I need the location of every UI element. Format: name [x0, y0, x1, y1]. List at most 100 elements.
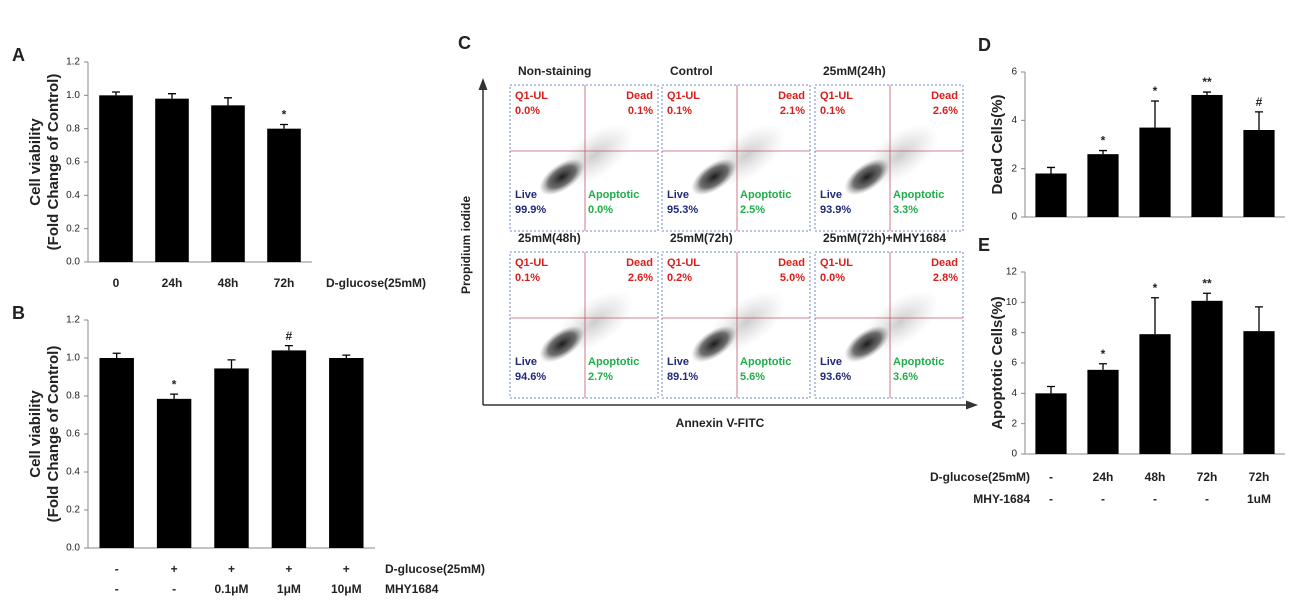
panel-label: C — [458, 33, 471, 53]
quadrant-percent: 5.6% — [740, 371, 765, 383]
error-bar — [1203, 91, 1211, 95]
quadrant-name: Apoptotic — [893, 356, 944, 368]
x-tick-label: + — [285, 562, 292, 576]
x-tick-label: + — [343, 562, 350, 576]
quadrant-percent: 95.3% — [667, 204, 698, 216]
plot-title: Non-staining — [518, 64, 591, 78]
quadrant-percent: 89.1% — [667, 371, 698, 383]
bar — [1139, 127, 1171, 217]
bar — [99, 358, 134, 548]
plot-title: 25mM(48h) — [518, 231, 581, 245]
bar — [214, 368, 249, 548]
bar — [1087, 154, 1119, 217]
plot-frame — [509, 251, 659, 399]
quadrant-name: Apoptotic — [740, 189, 791, 201]
x-tick-label: - — [1101, 492, 1105, 506]
y-tick-label: 10 — [1006, 297, 1018, 308]
row-label: D-glucose(25mM) — [385, 562, 485, 576]
y-axis-label: Apoptotic Cells(%) — [989, 296, 1006, 429]
y-axis-label: Dead Cells(%) — [989, 94, 1006, 194]
y-tick-label: 0 — [1011, 212, 1017, 223]
quadrant-name: Q1-UL — [667, 90, 700, 102]
quadrant-name: Apoptotic — [893, 189, 944, 201]
error-bar — [1099, 363, 1107, 370]
quadrant-name: Dead — [931, 90, 958, 102]
quadrant-name: Apoptotic — [588, 356, 639, 368]
y-tick-label: 0.2 — [66, 505, 80, 516]
y-tick-label: 0.6 — [66, 157, 80, 168]
bar — [1087, 369, 1119, 454]
y-tick-label: 6 — [1011, 67, 1017, 78]
y-tick-label: 4 — [1011, 115, 1017, 126]
error-bar — [1203, 292, 1211, 301]
quadrant-name: Apoptotic — [588, 189, 639, 201]
x-tick-label: - — [1049, 492, 1053, 506]
x-tick-label: + — [171, 562, 178, 576]
quadrant-name: Q1-UL — [515, 90, 548, 102]
significance-mark: # — [286, 329, 293, 343]
error-bar — [170, 393, 179, 399]
error-bar — [280, 123, 288, 129]
bar — [1035, 173, 1067, 217]
significance-mark: * — [1101, 347, 1106, 361]
quadrant-percent: 2.6% — [628, 272, 653, 284]
y-tick-label: 0.0 — [66, 543, 80, 554]
quadrant-percent: 0.1% — [628, 105, 653, 117]
x-tick-label: - — [1153, 492, 1157, 506]
quadrant-percent: 0.0% — [588, 204, 613, 216]
significance-mark: * — [1101, 134, 1106, 148]
quadrant-name: Q1-UL — [667, 257, 700, 269]
plot-title: Control — [670, 64, 713, 78]
y-tick-label: 4 — [1011, 388, 1017, 399]
error-bar — [112, 352, 121, 358]
quadrant-name: Dead — [778, 90, 805, 102]
significance-mark: * — [1153, 84, 1158, 98]
x-tick-label: 72h — [1197, 470, 1218, 484]
panel-label: E — [978, 235, 990, 255]
row-label: D-glucose(25mM) — [326, 276, 426, 290]
quadrant-percent: 2.1% — [780, 105, 805, 117]
y-tick-label: 0.4 — [66, 190, 80, 201]
error-bar — [227, 359, 236, 369]
error-bar — [284, 345, 293, 351]
x-tick-label: - — [115, 562, 119, 576]
quadrant-percent: 99.9% — [515, 204, 546, 216]
event-cluster — [844, 158, 890, 196]
significance-mark: * — [282, 108, 287, 122]
quadrant-name: Apoptotic — [740, 356, 791, 368]
quadrant-percent: 0.2% — [667, 272, 692, 284]
x-tick-label: 72h — [274, 276, 295, 290]
quadrant-name: Live — [820, 356, 842, 368]
significance-mark: ** — [1202, 276, 1212, 290]
row-label: D-glucose(25mM) — [930, 470, 1030, 484]
quadrant-percent: 0.1% — [515, 272, 540, 284]
bar — [1035, 393, 1067, 454]
y-tick-label: 6 — [1011, 358, 1017, 369]
y-tick-label: 0.8 — [66, 123, 80, 134]
x-tick-label: 48h — [1145, 470, 1166, 484]
y-axis-label: (Fold Change of Control) — [45, 346, 62, 523]
bar — [271, 350, 307, 548]
y-tick-label: 2 — [1011, 418, 1017, 429]
quadrant-name: Dead — [626, 257, 653, 269]
quadrant-percent: 2.5% — [740, 204, 765, 216]
quadrant-percent: 3.6% — [893, 371, 918, 383]
y-tick-label: 0 — [1011, 449, 1017, 460]
significance-mark: # — [1256, 95, 1263, 109]
error-bar — [112, 91, 120, 96]
quadrant-percent: 0.1% — [667, 105, 692, 117]
significance-mark: * — [1153, 281, 1158, 295]
y-tick-label: 0.4 — [66, 467, 80, 478]
error-bar — [1255, 306, 1263, 332]
quadrant-name: Live — [820, 189, 842, 201]
flow-x-label: Annexin V-FITC — [676, 416, 765, 430]
quadrant-percent: 93.9% — [820, 204, 851, 216]
quadrant-percent: 0.0% — [820, 272, 845, 284]
y-tick-label: 1.0 — [66, 353, 80, 364]
plot-title: 25mM(72h) — [670, 231, 733, 245]
error-bar — [1151, 297, 1159, 335]
row-label: MHY-1684 — [973, 492, 1030, 506]
error-bar — [1047, 385, 1055, 394]
x-tick-label: - — [172, 582, 176, 596]
bar — [1191, 300, 1223, 454]
